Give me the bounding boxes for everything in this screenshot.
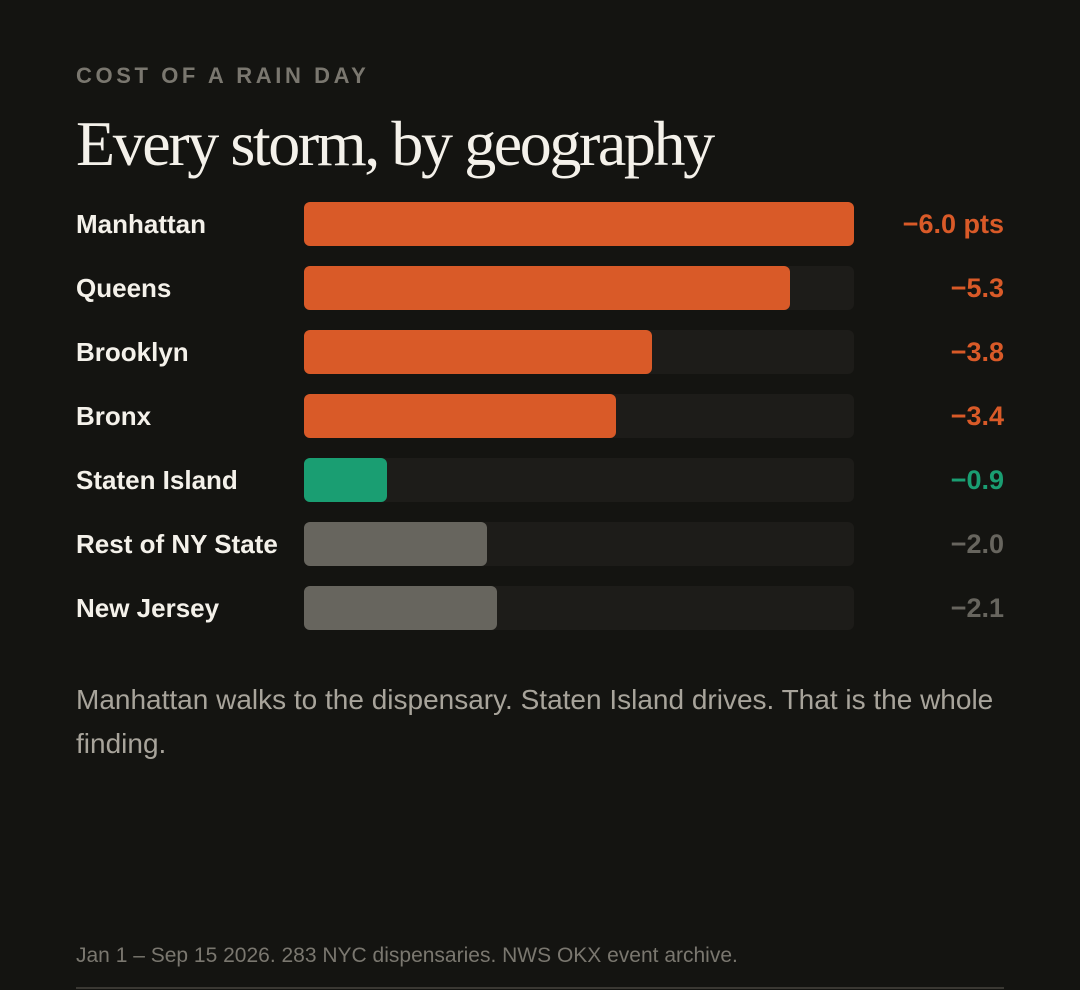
bar-fill	[304, 202, 854, 246]
bar-category-label: Staten Island	[76, 465, 238, 495]
bar-category-label: Queens	[76, 273, 172, 303]
bar-value-label: −5.3	[950, 273, 1004, 303]
bar-chart: Manhattan −6.0 pts Queens −5.3 Brooklyn −3.8 B…	[76, 202, 1004, 632]
bar-category-label: New Jersey	[76, 593, 220, 623]
bar-track	[304, 266, 854, 310]
chart-title: Every storm, by geography	[76, 108, 715, 179]
bar-value-label: −3.4	[950, 401, 1004, 431]
bar-category-label: Brooklyn	[76, 337, 189, 367]
footer-rule	[76, 987, 1004, 989]
bar-fill	[304, 458, 387, 502]
bar-row: Manhattan −6.0 pts	[76, 202, 1004, 246]
bar-value-label: −2.0	[950, 529, 1004, 559]
bar-row: New Jersey −2.1	[76, 586, 1004, 630]
bar-track	[304, 586, 854, 630]
bar-value-label: −6.0 pts	[902, 209, 1004, 239]
bar-fill	[304, 522, 487, 566]
bar-fill	[304, 394, 616, 438]
bar-value-label: −3.8	[950, 337, 1004, 367]
bar-track	[304, 202, 854, 246]
eyebrow-label: COST OF A RAIN DAY	[76, 63, 370, 88]
bar-track	[304, 458, 854, 502]
bar-value-label: −2.1	[950, 593, 1004, 623]
bar-row: Bronx −3.4	[76, 394, 1004, 438]
bar-fill	[304, 330, 652, 374]
bar-category-label: Manhattan	[76, 209, 206, 239]
bar-row: Rest of NY State −2.0	[76, 522, 1004, 566]
chart-caption: Manhattan walks to the dispensary. State…	[76, 684, 994, 759]
bar-track	[304, 394, 854, 438]
bar-category-label: Bronx	[76, 401, 152, 431]
bar-row: Staten Island −0.9	[76, 458, 1004, 502]
bar-row: Queens −5.3	[76, 266, 1004, 310]
bar-track	[304, 522, 854, 566]
bar-value-label: −0.9	[950, 465, 1004, 495]
bar-row: Brooklyn −3.8	[76, 330, 1004, 374]
bar-track	[304, 330, 854, 374]
bar-category-label: Rest of NY State	[76, 529, 278, 559]
source-note: Jan 1 – Sep 15 2026. 283 NYC dispensarie…	[76, 944, 738, 967]
bar-fill	[304, 586, 497, 630]
bar-fill	[304, 266, 790, 310]
